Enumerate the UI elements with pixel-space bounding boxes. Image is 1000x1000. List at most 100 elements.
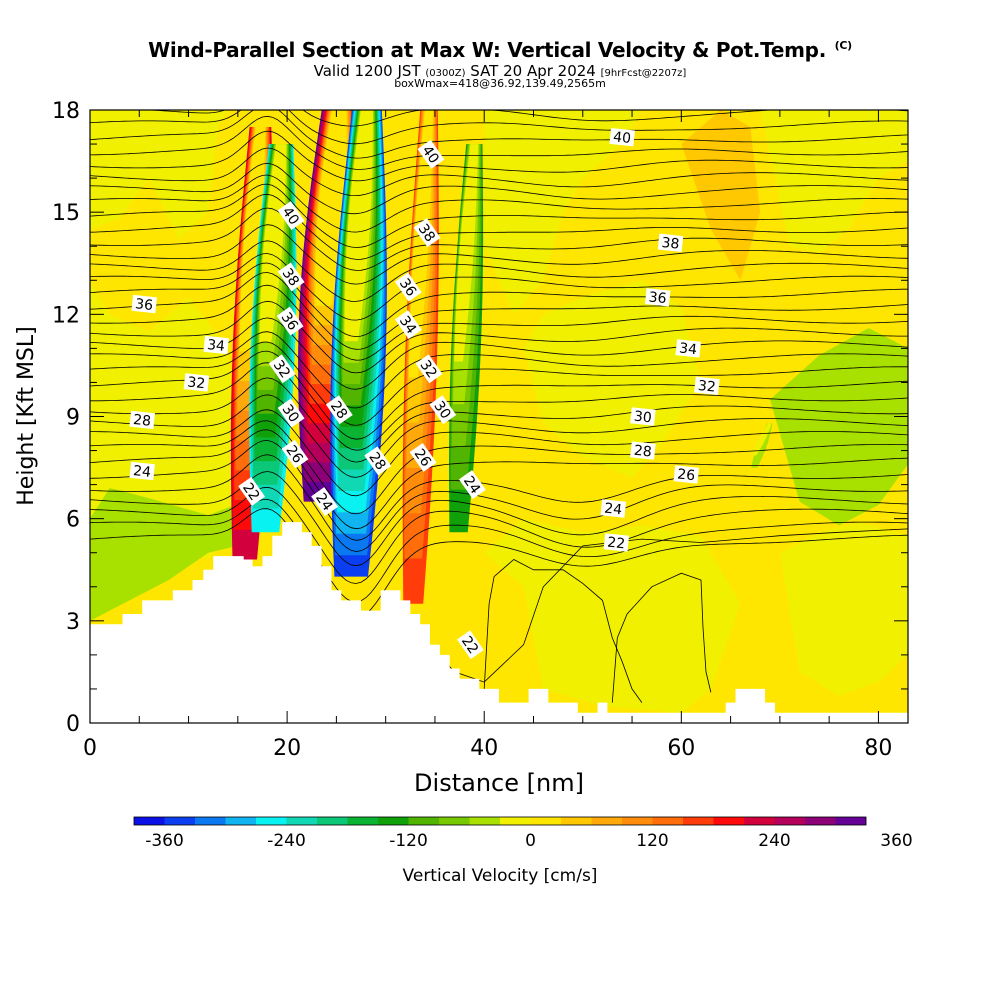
colorbar-swatch — [408, 817, 440, 825]
theta-label-text: 36 — [134, 296, 153, 314]
theta-contour-line — [90, 193, 908, 260]
colorbar-swatch — [561, 817, 592, 825]
theta-label-text: 22 — [606, 535, 625, 553]
colorbar-tick-label: -360 — [145, 831, 184, 851]
field-patch — [484, 518, 741, 713]
colorbar-tick-label: -120 — [389, 831, 428, 851]
theta-label-text: 40 — [612, 129, 631, 147]
theta-contour-line — [90, 110, 908, 159]
colorbar-swatch — [286, 817, 318, 825]
velocity-level — [239, 127, 266, 352]
theta-contour-line — [611, 572, 712, 703]
theta-label-text: 38 — [661, 235, 680, 253]
theta-label: 34 — [675, 339, 701, 358]
colorbar-swatch — [347, 817, 379, 825]
field-patch — [681, 110, 761, 281]
y-tick-label: 0 — [66, 712, 80, 737]
theta-contour-line — [90, 162, 908, 215]
theta-contour-line — [90, 439, 908, 541]
theta-label: 28 — [630, 441, 656, 460]
theta-contour-line — [90, 110, 908, 145]
field-patch — [770, 327, 908, 526]
theta-contour-line — [90, 331, 908, 409]
colorbar: -360 -240 -120 0 120 240 360 — [133, 816, 913, 851]
theta-label-text: 32 — [187, 375, 206, 393]
velocity-level — [408, 110, 433, 378]
colorbar-swatch — [774, 817, 806, 825]
colorbar-swatch — [530, 817, 562, 825]
colorbar-tick-label: 0 — [525, 831, 536, 851]
theta-contour-line — [90, 284, 908, 361]
theta-label: 36 — [644, 288, 671, 307]
colorbar-swatch — [225, 817, 257, 825]
theta-label: 32 — [183, 373, 210, 393]
field-patch — [90, 488, 244, 621]
x-tick-label: 60 — [667, 736, 695, 761]
theta-contour-line — [90, 240, 908, 302]
velocity-level — [454, 144, 479, 362]
theta-contour-line — [90, 341, 908, 426]
theta-contour-line — [90, 486, 908, 584]
colorbar-swatch — [195, 817, 226, 825]
theta-label-text: 28 — [132, 412, 151, 430]
theta-label-text: 30 — [633, 409, 652, 427]
colorbar-swatch — [805, 817, 836, 825]
x-tick-label: 40 — [470, 736, 498, 761]
y-tick-label: 15 — [52, 201, 80, 226]
theta-contour-line — [90, 471, 908, 567]
velocity-band — [249, 144, 297, 533]
colorbar-tick-label: 120 — [636, 831, 668, 851]
theta-contour-line — [90, 253, 908, 321]
subtitle-date: SAT 20 Apr 2024 — [470, 62, 596, 80]
subtitle-valid: Valid 1200 JST — [313, 62, 421, 80]
y-tick-label: 6 — [66, 508, 80, 533]
theta-contour-line — [90, 350, 908, 440]
theta-label: 24 — [600, 499, 627, 519]
theta-contour-line — [90, 174, 908, 233]
theta-label-text: 26 — [676, 467, 695, 485]
theta-label: 34 — [203, 335, 229, 355]
theta-contour-line — [90, 394, 908, 478]
field-patch — [90, 110, 228, 240]
colorbar-swatch — [256, 817, 287, 825]
colorbar-frame — [133, 816, 867, 826]
theta-label-text: 24 — [603, 501, 622, 519]
velocity-band — [751, 423, 773, 468]
colorbar-swatch — [317, 817, 348, 825]
theta-contour-line — [90, 498, 908, 603]
colorbar-swatch — [134, 817, 165, 825]
colorbar-swatch — [683, 817, 714, 825]
field-patch — [484, 110, 642, 315]
theta-contour-line — [483, 559, 643, 703]
subtitle-forecast: [9hrFcst@2207z] — [600, 68, 687, 79]
theta-contour-line — [90, 272, 908, 350]
y-tick-label: 9 — [66, 406, 80, 431]
theta-label: 26 — [673, 465, 700, 485]
theta-label: 30 — [630, 407, 656, 426]
x-tick-label: 80 — [864, 736, 892, 761]
theta-label: 40 — [609, 127, 635, 147]
theta-contour-line — [90, 130, 908, 182]
colorbar-swatch — [744, 817, 775, 825]
terrain-polygon — [90, 522, 908, 723]
chart-subnote: boxWmax=418@36.92,139.49,2565m — [394, 77, 606, 90]
theta-contours — [90, 110, 908, 703]
velocity-level — [752, 423, 772, 456]
theta-contour-line — [90, 362, 908, 451]
theta-label: 28 — [129, 410, 155, 430]
colorbar-swatch — [378, 817, 409, 825]
colorbar-swatch — [164, 817, 196, 825]
theta-contour-line — [90, 454, 908, 552]
y-tick-label: 18 — [52, 99, 80, 124]
theta-label: 38 — [657, 233, 684, 253]
chart-title: Wind-Parallel Section at Max W: Vertical… — [148, 38, 852, 62]
theta-label: 24 — [129, 461, 155, 481]
theta-contour-line — [90, 147, 908, 197]
theta-contour-line — [90, 377, 908, 463]
theta-contour-line — [90, 115, 908, 170]
theta-label: 22 — [603, 533, 630, 553]
colorbar-swatch — [500, 817, 531, 825]
